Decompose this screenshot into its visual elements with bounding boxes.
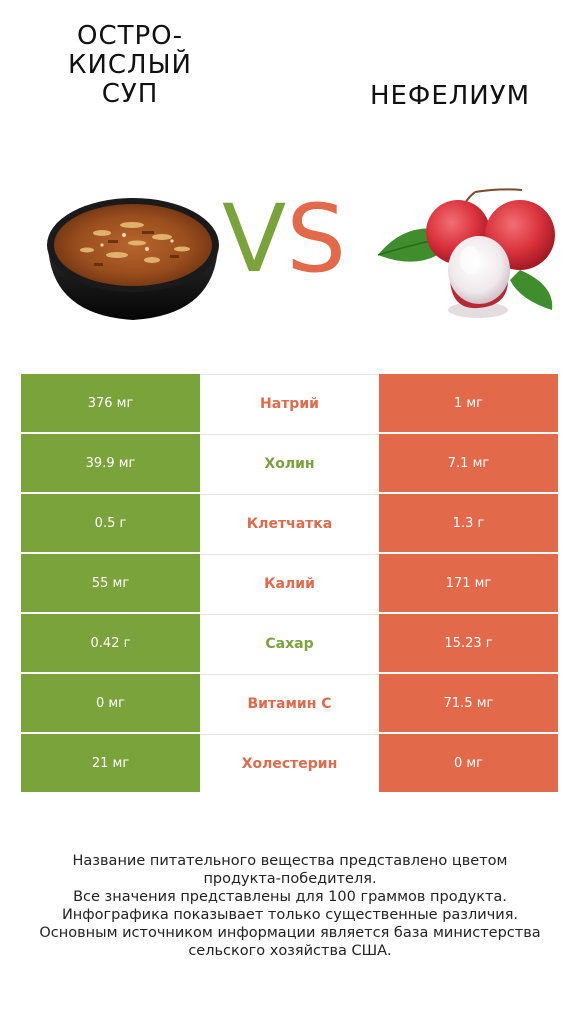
table-row: 21 мг Холестерин 0 мг bbox=[21, 734, 558, 792]
footer-note: Название питательного вещества представл… bbox=[20, 852, 560, 960]
vs-label: VS bbox=[222, 190, 362, 290]
left-value: 55 мг bbox=[21, 554, 200, 612]
footer-line: Все значения представлены для 100 граммо… bbox=[73, 889, 507, 905]
table-row: 39.9 мг Холин 7.1 мг bbox=[21, 434, 558, 492]
footer-line: продукта-победителя. bbox=[203, 871, 377, 887]
right-value: 71.5 мг bbox=[379, 674, 558, 732]
footer-line: Инфографика показывает только существенн… bbox=[61, 907, 519, 923]
nutrient-name: Натрий bbox=[200, 374, 379, 432]
right-value: 15.23 г bbox=[379, 614, 558, 672]
footer-line: Основным источником информации является … bbox=[39, 925, 541, 941]
right-value: 0 мг bbox=[379, 734, 558, 792]
nutrient-name: Сахар bbox=[200, 614, 379, 672]
footer-line: Название питательного вещества представл… bbox=[72, 853, 508, 869]
table-row: 55 мг Калий 171 мг bbox=[21, 554, 558, 612]
left-value: 21 мг bbox=[21, 734, 200, 792]
left-food-title: ОСТРО- КИСЛЫЙ СУП bbox=[40, 22, 220, 109]
right-value: 171 мг bbox=[379, 554, 558, 612]
nutrient-name: Холестерин bbox=[200, 734, 379, 792]
soup-bowl-image bbox=[47, 198, 219, 320]
table-row: 0 мг Витамин C 71.5 мг bbox=[21, 674, 558, 732]
left-food-title-line-1: ОСТРО- bbox=[76, 21, 184, 51]
left-value: 39.9 мг bbox=[21, 434, 200, 492]
nutrient-name: Холин bbox=[200, 434, 379, 492]
left-value: 0.5 г bbox=[21, 494, 200, 552]
table-row: 376 мг Натрий 1 мг bbox=[21, 374, 558, 432]
left-value: 0 мг bbox=[21, 674, 200, 732]
left-value: 376 мг bbox=[21, 374, 200, 432]
right-food-title: НЕФЕЛИУМ bbox=[369, 81, 531, 111]
left-food-title-line-2: КИСЛЫЙ bbox=[67, 50, 192, 80]
table-row: 0.5 г Клетчатка 1.3 г bbox=[21, 494, 558, 552]
right-value: 1 мг bbox=[379, 374, 558, 432]
nutrient-name: Клетчатка bbox=[200, 494, 379, 552]
left-food-title-line-3: СУП bbox=[101, 79, 159, 109]
vs-letter-v: V bbox=[222, 185, 287, 294]
right-value: 1.3 г bbox=[379, 494, 558, 552]
left-value: 0.42 г bbox=[21, 614, 200, 672]
nutrient-name: Калий bbox=[200, 554, 379, 612]
footer-line: сельского хозяйства США. bbox=[188, 943, 392, 959]
vs-letter-s: S bbox=[286, 185, 346, 294]
table-row: 0.42 г Сахар 15.23 г bbox=[21, 614, 558, 672]
lychee-image bbox=[377, 188, 555, 318]
nutrient-name: Витамин C bbox=[200, 674, 379, 732]
right-value: 7.1 мг bbox=[379, 434, 558, 492]
